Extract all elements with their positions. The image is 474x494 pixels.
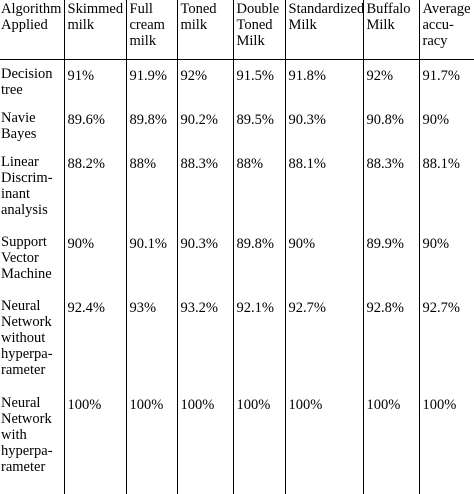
header-algorithm: Algorithm Applied — [1, 1, 62, 33]
value-cell: 90.3% — [284, 104, 363, 148]
value-cell: 92.4% — [63, 292, 126, 389]
value-cell: 100% — [284, 389, 363, 494]
value-cell: 91.5% — [232, 59, 285, 104]
table-row: Support Vector Machine 90% 90.1% 90.3% 8… — [0, 228, 474, 292]
value-cell: 90% — [284, 228, 363, 292]
header-standardized-milk: Standardized Milk — [284, 0, 363, 59]
value-cell: 90.3% — [176, 228, 233, 292]
value-cell: 91.8% — [284, 59, 363, 104]
value-cell: 90.2% — [176, 104, 233, 148]
value-cell: 88% — [125, 148, 177, 228]
value-cell: 91.9% — [125, 59, 177, 104]
value-cell: 100% — [362, 389, 419, 494]
algorithm-name-cell: Decision tree — [1, 65, 53, 98]
algorithm-name-cell: Support Vector Machine — [1, 234, 52, 282]
value-cell: 92.7% — [418, 292, 474, 389]
value-cell: 90% — [418, 228, 474, 292]
algorithm-name-cell: Linear Discrim- inant analysis — [1, 154, 53, 218]
value-cell: 93% — [125, 292, 177, 389]
value-cell: 90.8% — [362, 104, 419, 148]
value-cell: 88.1% — [284, 148, 363, 228]
header-average-accuracy: Average accu- racy — [418, 0, 474, 59]
value-cell: 92.8% — [362, 292, 419, 389]
value-cell: 100% — [418, 389, 474, 494]
value-cell: 92.1% — [232, 292, 285, 389]
value-cell: 89.5% — [232, 104, 285, 148]
value-cell: 100% — [232, 389, 285, 494]
header-double-toned-milk: Double Toned Milk — [232, 0, 285, 59]
table-row: Neural Network without hyperpa- rameter … — [0, 292, 474, 389]
value-cell: 88.3% — [176, 148, 233, 228]
value-cell: 92% — [362, 59, 419, 104]
value-cell: 89.8% — [232, 228, 285, 292]
value-cell: 89.6% — [63, 104, 126, 148]
header-full-cream-milk: Full cream milk — [125, 0, 177, 59]
value-cell: 90% — [63, 228, 126, 292]
value-cell: 100% — [125, 389, 177, 494]
table-row: Linear Discrim- inant analysis 88.2% 88%… — [0, 148, 474, 228]
value-cell: 90.1% — [125, 228, 177, 292]
value-cell: 88.1% — [418, 148, 474, 228]
value-cell: 92.7% — [284, 292, 363, 389]
value-cell: 100% — [63, 389, 126, 494]
value-cell: 93.2% — [176, 292, 233, 389]
header-toned-milk: Toned milk — [176, 0, 233, 59]
value-cell: 89.8% — [125, 104, 177, 148]
value-cell: 88.2% — [63, 148, 126, 228]
value-cell: 88% — [232, 148, 285, 228]
value-cell: 100% — [176, 389, 233, 494]
value-cell: 91.7% — [418, 59, 474, 104]
algorithm-name-cell: Navie Bayes — [1, 110, 37, 142]
header-row: Algorithm Applied Skimmed milk Full crea… — [0, 0, 474, 59]
table-row: Neural Network with hyperpa- rameter 100… — [0, 389, 474, 494]
value-cell: 91% — [63, 59, 126, 104]
value-cell: 92% — [176, 59, 233, 104]
value-cell: 89.9% — [362, 228, 419, 292]
algorithm-name-cell: Neural Network without hyperpa- rameter — [1, 298, 53, 378]
table-row: Navie Bayes 89.6% 89.8% 90.2% 89.5% 90.3… — [0, 104, 474, 148]
header-buffalo-milk: Buffalo Milk — [362, 0, 419, 59]
algorithm-name-cell: Neural Network with hyperpa- rameter — [1, 395, 53, 475]
value-cell: 88.3% — [362, 148, 419, 228]
header-skimmed-milk: Skimmed milk — [63, 0, 126, 59]
table-row: Decision tree 91% 91.9% 92% 91.5% 91.8% … — [0, 59, 474, 104]
value-cell: 90% — [418, 104, 474, 148]
